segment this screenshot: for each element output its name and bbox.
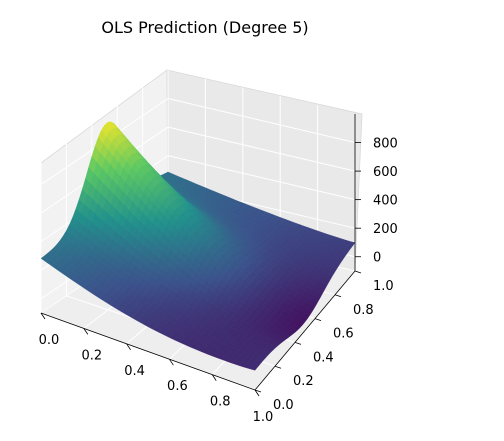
y-tick-label: 1.0 (373, 279, 394, 294)
x-tick-mark (126, 343, 131, 351)
x-tick-label: 1.0 (253, 410, 274, 425)
z-tick-label: 0 (373, 251, 381, 266)
z-tick-label: 400 (373, 194, 398, 209)
y-tick-label: 0.2 (293, 374, 314, 389)
x-tick-label: 0.0 (39, 333, 60, 348)
y-tick-mark (274, 365, 282, 369)
y-tick-mark (354, 270, 362, 274)
y-tick-label: 0.4 (313, 350, 334, 365)
z-tick-label: 200 (373, 222, 398, 237)
grid-line-z (167, 155, 356, 201)
y-tick-mark (294, 342, 302, 345)
x-tick-label: 0.8 (210, 395, 231, 410)
y-tick-mark (334, 294, 342, 298)
y-tick-label: 0.8 (353, 303, 374, 318)
surface-patch (249, 365, 258, 371)
x-tick-mark (254, 389, 260, 397)
x-tick-label: 0.4 (124, 364, 145, 379)
chart-title: OLS Prediction (Degree 5) (101, 18, 308, 37)
z-tick-label: 800 (373, 137, 398, 152)
y-tick-mark (314, 318, 322, 321)
y-tick-label: 0.0 (273, 398, 294, 413)
y-axis-line (254, 270, 356, 391)
x-tick-mark (211, 374, 217, 381)
x-tick-mark (40, 312, 46, 320)
axis-lines (40, 114, 362, 397)
y-tick-mark (254, 389, 262, 393)
x-tick-mark (169, 358, 174, 366)
x-axis-line (40, 312, 256, 391)
x-tick-label: 0.2 (81, 348, 102, 363)
x-tick-mark (83, 328, 89, 335)
grid-line-z (167, 98, 356, 144)
tick-labels: 0.00.20.40.60.81.00.00.20.40.60.81.00200… (39, 137, 398, 425)
grid-line-z (167, 126, 356, 172)
x-tick-label: 0.6 (167, 379, 188, 394)
z-tick-label: 600 (373, 165, 398, 180)
y-tick-label: 0.6 (333, 327, 354, 342)
surface-plot (40, 121, 356, 371)
